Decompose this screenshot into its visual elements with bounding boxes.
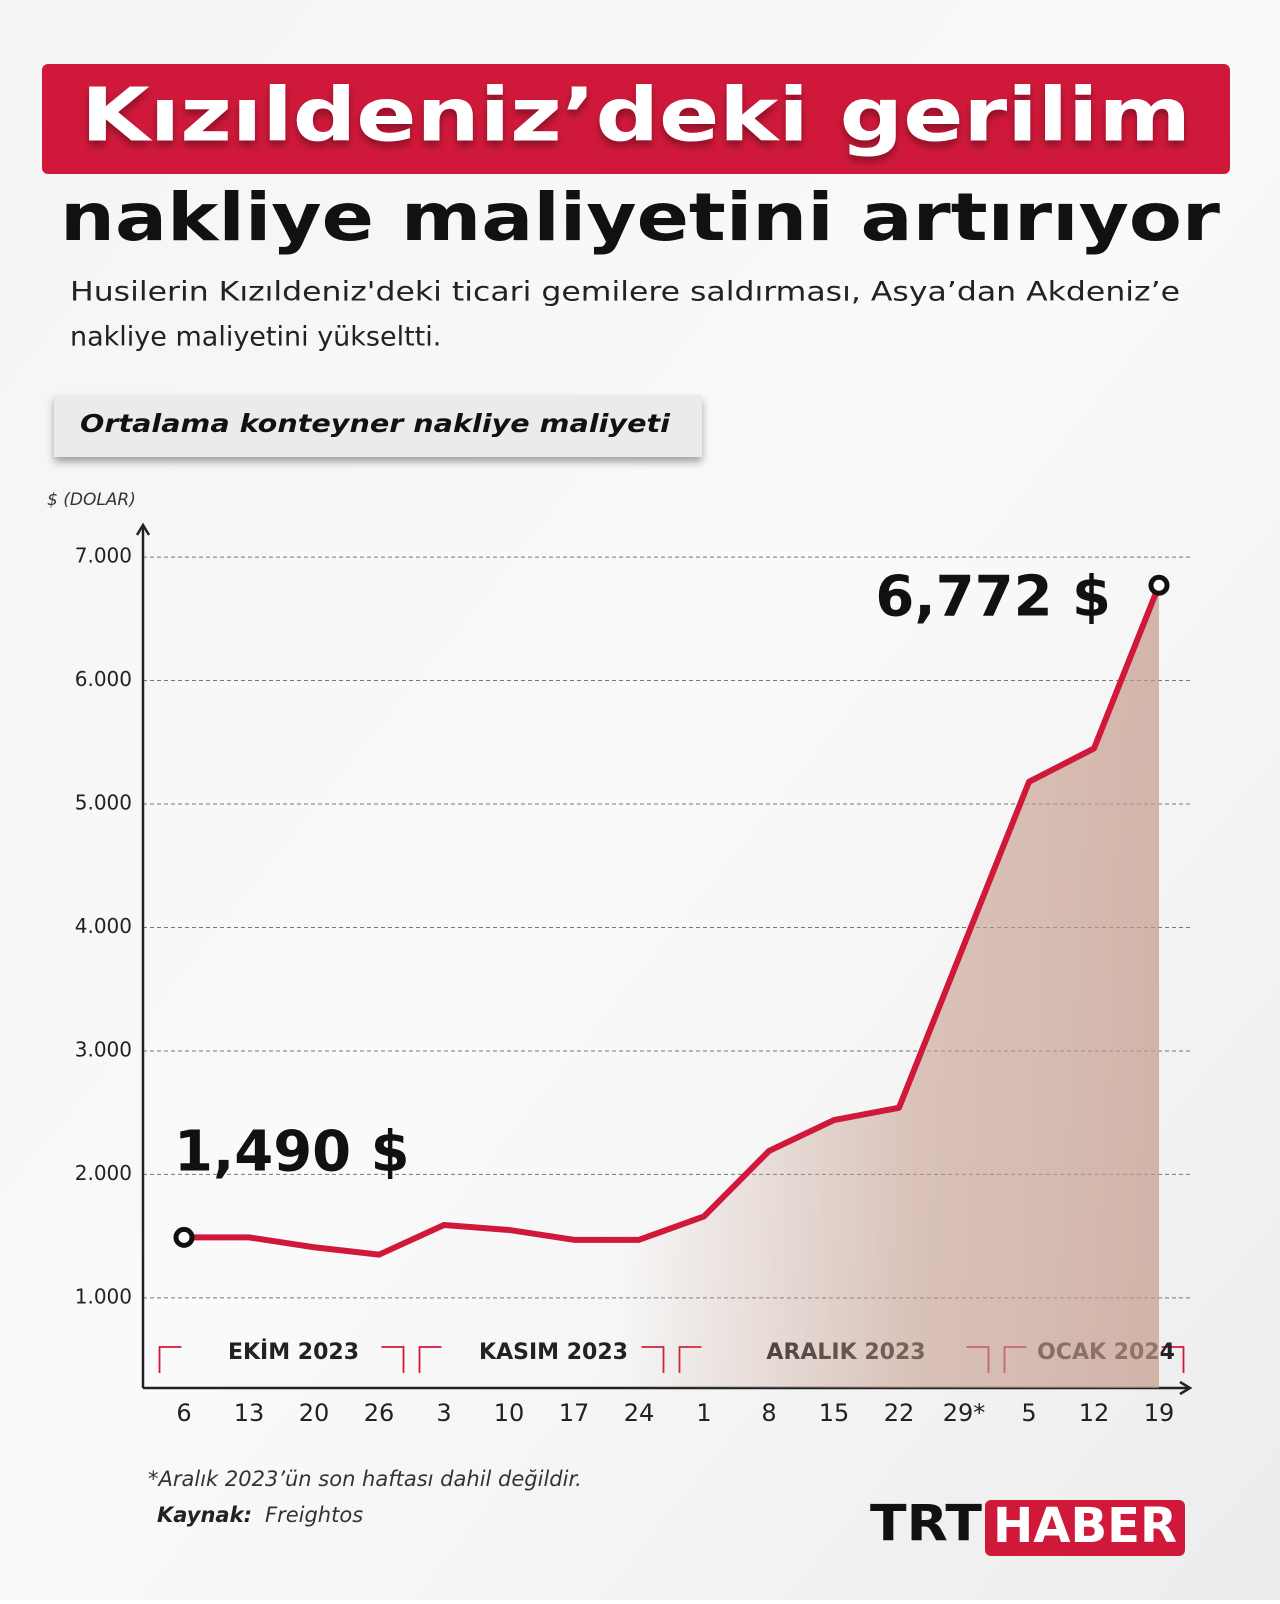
x-tick-label: 10 [494, 1399, 525, 1427]
x-tick-label: 17 [559, 1399, 590, 1427]
axis-arrow [135, 522, 151, 536]
point-marker [173, 1226, 195, 1248]
subtitle: Husilerin Kızıldeniz'deki ticari gemiler… [70, 277, 1180, 308]
chart-title: Ortalama konteyner nakliye maliyeti [80, 409, 670, 438]
x-tick-label: 1 [696, 1399, 711, 1427]
source-label: Kaynak: [157, 1503, 252, 1527]
x-tick-label: 20 [299, 1399, 330, 1427]
y-tick-label: 2.000 [75, 1161, 132, 1185]
y-tick-label: 7.000 [75, 544, 132, 568]
point-marker [1148, 574, 1170, 596]
value-label: 1,490 $ [174, 1120, 410, 1185]
y-tick-label: 5.000 [75, 791, 132, 815]
source: Freightos [265, 1503, 363, 1527]
x-tick-label: 8 [761, 1399, 776, 1427]
x-tick-label: 29* [943, 1399, 986, 1427]
chart-title-box [54, 395, 702, 457]
axis-arrow [1179, 1380, 1193, 1396]
x-tick-label: 13 [234, 1399, 265, 1427]
x-tick-label: 3 [436, 1399, 451, 1427]
y-tick-label: 4.000 [75, 914, 132, 938]
x-tick-label: 19 [1144, 1399, 1175, 1427]
title: nakliye maliyetini artırıyor [60, 179, 1221, 256]
x-tick-label: 6 [176, 1399, 191, 1427]
area [184, 585, 1159, 1388]
y-tick-label: 1.000 [75, 1284, 132, 1308]
title: Kızıldeniz’deki gerilim [81, 73, 1191, 159]
logo-box [985, 1500, 1185, 1556]
x-tick-label: 15 [819, 1399, 850, 1427]
y-axis-label: $ (DOLAR) [47, 490, 136, 510]
line [184, 584, 1162, 1258]
x-tick-label: 24 [624, 1399, 655, 1427]
value-label: 6,772 $ [875, 564, 1111, 629]
y-tick-label: 3.000 [75, 1037, 132, 1061]
subtitle: nakliye maliyetini yükseltti. [70, 322, 441, 353]
x-tick-label: 22 [884, 1399, 915, 1427]
y-tick-label: 6.000 [75, 667, 132, 691]
x-tick-label: 12 [1079, 1399, 1110, 1427]
x-tick-label: 5 [1021, 1399, 1036, 1427]
footnote: *Aralık 2023’ün son haftası dahil değild… [148, 1467, 582, 1491]
logo-text: HABER [993, 1498, 1177, 1554]
title-banner [42, 64, 1230, 174]
x-tick-label: 26 [364, 1399, 395, 1427]
logo-text: TRT [870, 1495, 982, 1553]
